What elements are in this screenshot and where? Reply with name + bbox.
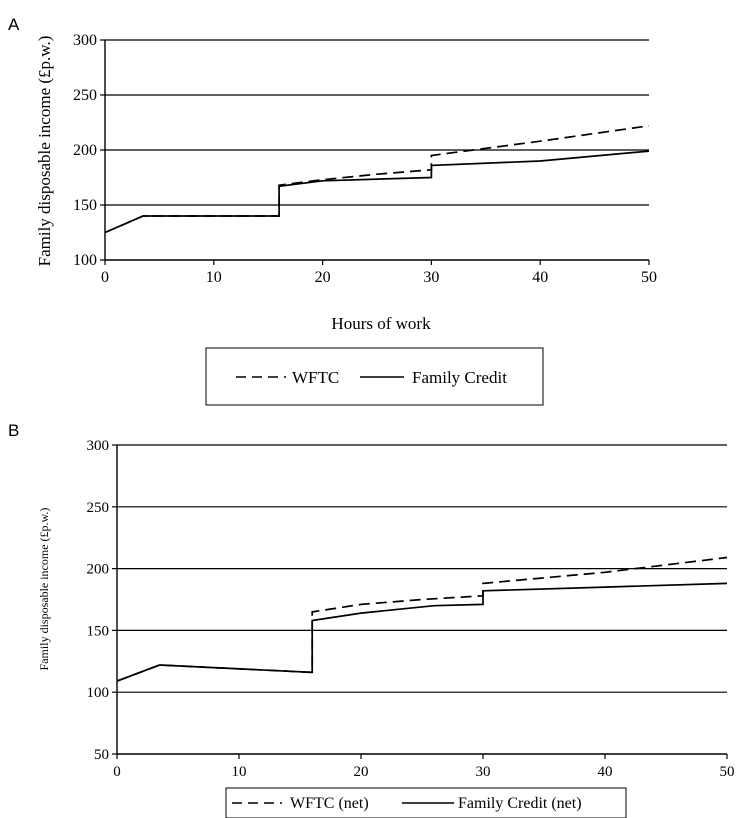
panel-a-legend-label-wftc: WFTC (292, 368, 339, 387)
panel-b-legend-label-family-credit-net: Family Credit (net) (458, 795, 582, 812)
panel-a-y-tick-label-200: 200 (73, 142, 97, 159)
panel-a-x-tick-label-0: 0 (101, 269, 109, 286)
panel-a-y-axis-title: Family disposable income (£p.w.) (35, 36, 54, 267)
panel-a-x-tick-label-20: 20 (315, 269, 331, 286)
panel-a-x-tick-label-50: 50 (641, 269, 657, 286)
panel-b-x-tick-label-50: 50 (720, 764, 735, 780)
panel-b-y-axis-title: Family disposable income (£p.w.) (37, 508, 51, 671)
panel-b-y-tick-label-100: 100 (87, 685, 110, 701)
panel-b-y-tick-label-300: 300 (87, 438, 110, 454)
panel-a-y-tick-label-100: 100 (73, 252, 97, 269)
panel-a-y-tick-label-150: 150 (73, 197, 97, 214)
panel-b-letter: B (8, 421, 19, 440)
panel-b-y-tick-label-200: 200 (87, 562, 110, 578)
panel-b-legend-label-wftc-net: WFTC (net) (290, 795, 369, 812)
panel-b-series-wftc-net (116, 556, 728, 682)
panel-a-x-tick-label-10: 10 (206, 269, 222, 286)
panel-b-y-tick-label-150: 150 (87, 623, 110, 639)
panel-a-legend-label-family-credit: Family Credit (412, 368, 507, 387)
panel-b-x-tick-label-20: 20 (354, 764, 369, 780)
panel-b-series-family-credit-net (116, 582, 728, 682)
panel-a-plot: 100 150 200 250 300 0 10 20 30 40 50 (73, 32, 657, 286)
panel-b-x-tick-label-30: 30 (476, 764, 491, 780)
panel-b-x-tick-label-40: 40 (598, 764, 613, 780)
panel-a-x-tick-label-30: 30 (423, 269, 439, 286)
panel-b-x-tick-label-10: 10 (232, 764, 247, 780)
panel-a-y-tick-label-300: 300 (73, 32, 97, 49)
panel-a-legend: WFTC Family Credit (205, 347, 544, 406)
panel-a-y-tick-label-250: 250 (73, 87, 97, 104)
panel-b-y-tick-label-50: 50 (94, 747, 109, 763)
panel-a-series-family-credit (104, 150, 650, 234)
panel-a-x-tick-label-40: 40 (532, 269, 548, 286)
panel-b-legend: WFTC (net) Family Credit (net) (225, 787, 627, 818)
panel-b-y-tick-label-250: 250 (87, 500, 110, 516)
panel-a-x-axis-title: Hours of work (331, 314, 431, 333)
panel-a-letter: A (8, 15, 20, 34)
panel-b-x-tick-label-0: 0 (113, 764, 121, 780)
panel-b-plot: 50 100 150 200 250 300 0 10 20 30 40 50 (87, 438, 735, 780)
